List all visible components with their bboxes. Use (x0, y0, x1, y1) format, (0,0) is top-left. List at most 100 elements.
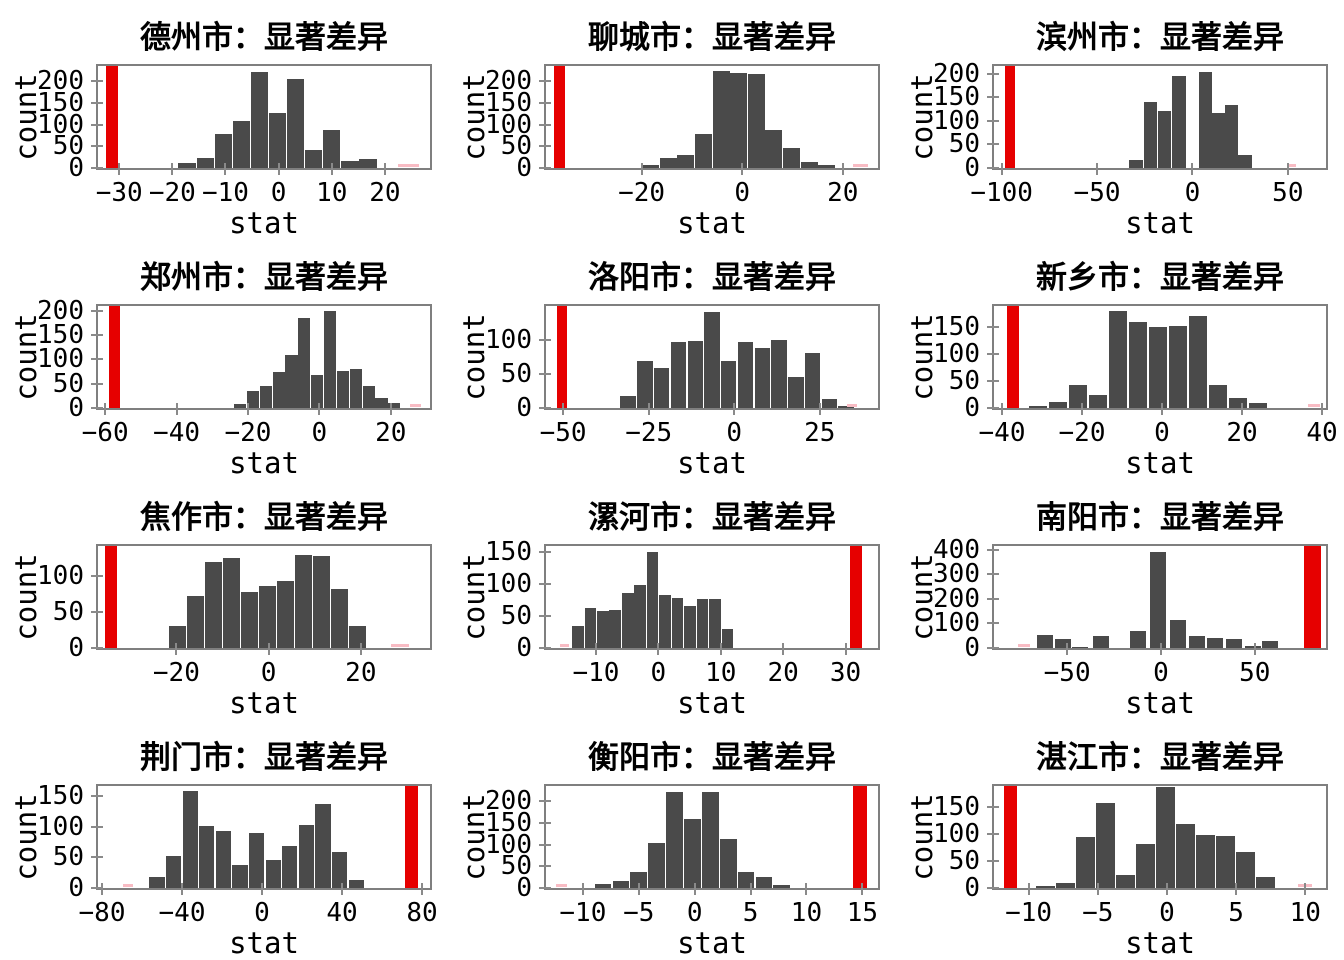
histogram-bar (295, 554, 313, 648)
histogram-bar (771, 339, 787, 408)
subplot-title: 聊城市：显著差异 (588, 20, 836, 56)
histogram-bar (199, 825, 215, 888)
histogram-bar (1188, 315, 1208, 408)
subplot-4: 郑州市：显著差异 count stat −60 −40 −20 0 20 0 50 100 150 20… (0, 240, 448, 480)
histogram-bar (754, 347, 770, 408)
x-tick-mark (224, 163, 227, 175)
histogram-bar (712, 70, 730, 168)
x-tick-label: 0 (726, 418, 743, 448)
y-tick-mark (539, 647, 551, 649)
y-tick-label: 100 (485, 829, 532, 860)
histogram-bar (821, 399, 838, 408)
histogram-bar (1156, 786, 1175, 888)
histogram-bar (388, 403, 401, 408)
x-tick-label: −100 (970, 178, 1033, 208)
histogram-bar (1244, 646, 1261, 648)
histogram-bar (232, 121, 251, 168)
histogram-bar (322, 129, 341, 168)
histogram-bar (205, 561, 223, 648)
histogram-bar (1116, 875, 1135, 888)
x-tick-mark (1081, 403, 1083, 415)
pink-mark (847, 404, 858, 407)
histogram-bar (298, 825, 314, 888)
subplot-title: 滨州市：显著差异 (1036, 20, 1284, 56)
histogram-bar (838, 405, 854, 408)
y-tick-mark (539, 145, 551, 148)
y-tick-label: 0 (964, 153, 980, 183)
x-tick-label: −5 (1082, 898, 1114, 928)
y-tick-mark (987, 860, 999, 863)
x-tick-mark (733, 403, 736, 415)
y-tick-label: 0 (68, 633, 84, 663)
y-tick-label: 50 (948, 846, 980, 877)
y-tick-label: 150 (37, 320, 84, 351)
y-tick-label: 150 (485, 807, 532, 838)
x-tick-mark (261, 883, 263, 895)
x-tick-label: 5 (742, 898, 759, 928)
x-tick-mark (1321, 403, 1323, 415)
y-tick-label: 50 (52, 842, 84, 873)
y-tick-mark (987, 167, 999, 169)
x-tick-label: −50 (539, 418, 587, 448)
histogram-bar (648, 843, 666, 888)
x-axis-label: stat (229, 206, 299, 240)
y-tick-label: 0 (68, 873, 84, 903)
y-tick-label: 100 (933, 339, 980, 370)
y-tick-label: 200 (933, 58, 980, 89)
histogram-bar (375, 398, 388, 408)
y-tick-label: 0 (516, 873, 532, 903)
histogram-bar (572, 625, 584, 648)
x-tick-mark (741, 163, 744, 175)
x-tick-mark (818, 403, 821, 415)
x-tick-label: 20 (827, 178, 859, 208)
histogram-bar (677, 154, 695, 168)
histogram-bar (166, 856, 182, 888)
histogram-bar (1092, 636, 1109, 648)
y-tick-label: 150 (485, 87, 532, 118)
y-tick-label: 50 (500, 131, 532, 162)
y-tick-label: 100 (485, 109, 532, 140)
x-tick-mark (104, 403, 107, 415)
plot-area (544, 784, 880, 890)
y-tick-mark (987, 143, 999, 146)
histogram-bar (214, 134, 233, 168)
histogram-bar (612, 880, 630, 888)
x-tick-label: 10 (790, 898, 823, 928)
x-axis-label: stat (677, 446, 747, 480)
histogram-bar (223, 558, 241, 648)
y-tick-label: 50 (52, 131, 84, 162)
histogram-bar (234, 404, 247, 408)
histogram-bar (182, 790, 198, 888)
x-tick-mark (1304, 883, 1307, 895)
y-tick-mark (91, 382, 103, 385)
y-tick-mark (987, 806, 999, 809)
histogram-bar (1055, 638, 1072, 648)
subplot-6: 新乡市：显著差异 count stat −40 −20 0 20 40 0 50 100 150 (896, 240, 1344, 480)
x-tick-mark (1165, 883, 1168, 895)
histogram-bar (1036, 634, 1053, 648)
subplot-11: 衡阳市：显著差异 count stat −10 −5 0 5 10 15 0 50 100 150 200 (448, 720, 896, 960)
x-tick-label: 10 (705, 658, 737, 688)
plot-area (96, 64, 432, 170)
y-tick-mark (91, 123, 103, 126)
histogram-bar (149, 876, 165, 888)
x-tick-label: 20 (767, 658, 799, 688)
highlight-bar (852, 786, 868, 888)
y-tick-mark (539, 123, 551, 126)
x-tick-mark (101, 883, 103, 895)
histogram-bar (1148, 327, 1168, 408)
x-axis-label: stat (1125, 446, 1195, 480)
histogram-bar (1075, 836, 1095, 888)
histogram-bar (196, 157, 215, 168)
histogram-bar (272, 371, 285, 408)
histogram-bar (285, 354, 298, 408)
x-tick-label: 0 (1154, 418, 1170, 448)
histogram-bar (1261, 640, 1278, 648)
y-tick-mark (91, 794, 103, 797)
y-tick-mark (539, 614, 551, 617)
y-tick-mark (91, 887, 103, 889)
histogram-bar (298, 318, 311, 408)
x-tick-label: 0 (1153, 658, 1169, 688)
x-tick-mark (267, 643, 270, 655)
highlight-bar (1005, 66, 1015, 168)
